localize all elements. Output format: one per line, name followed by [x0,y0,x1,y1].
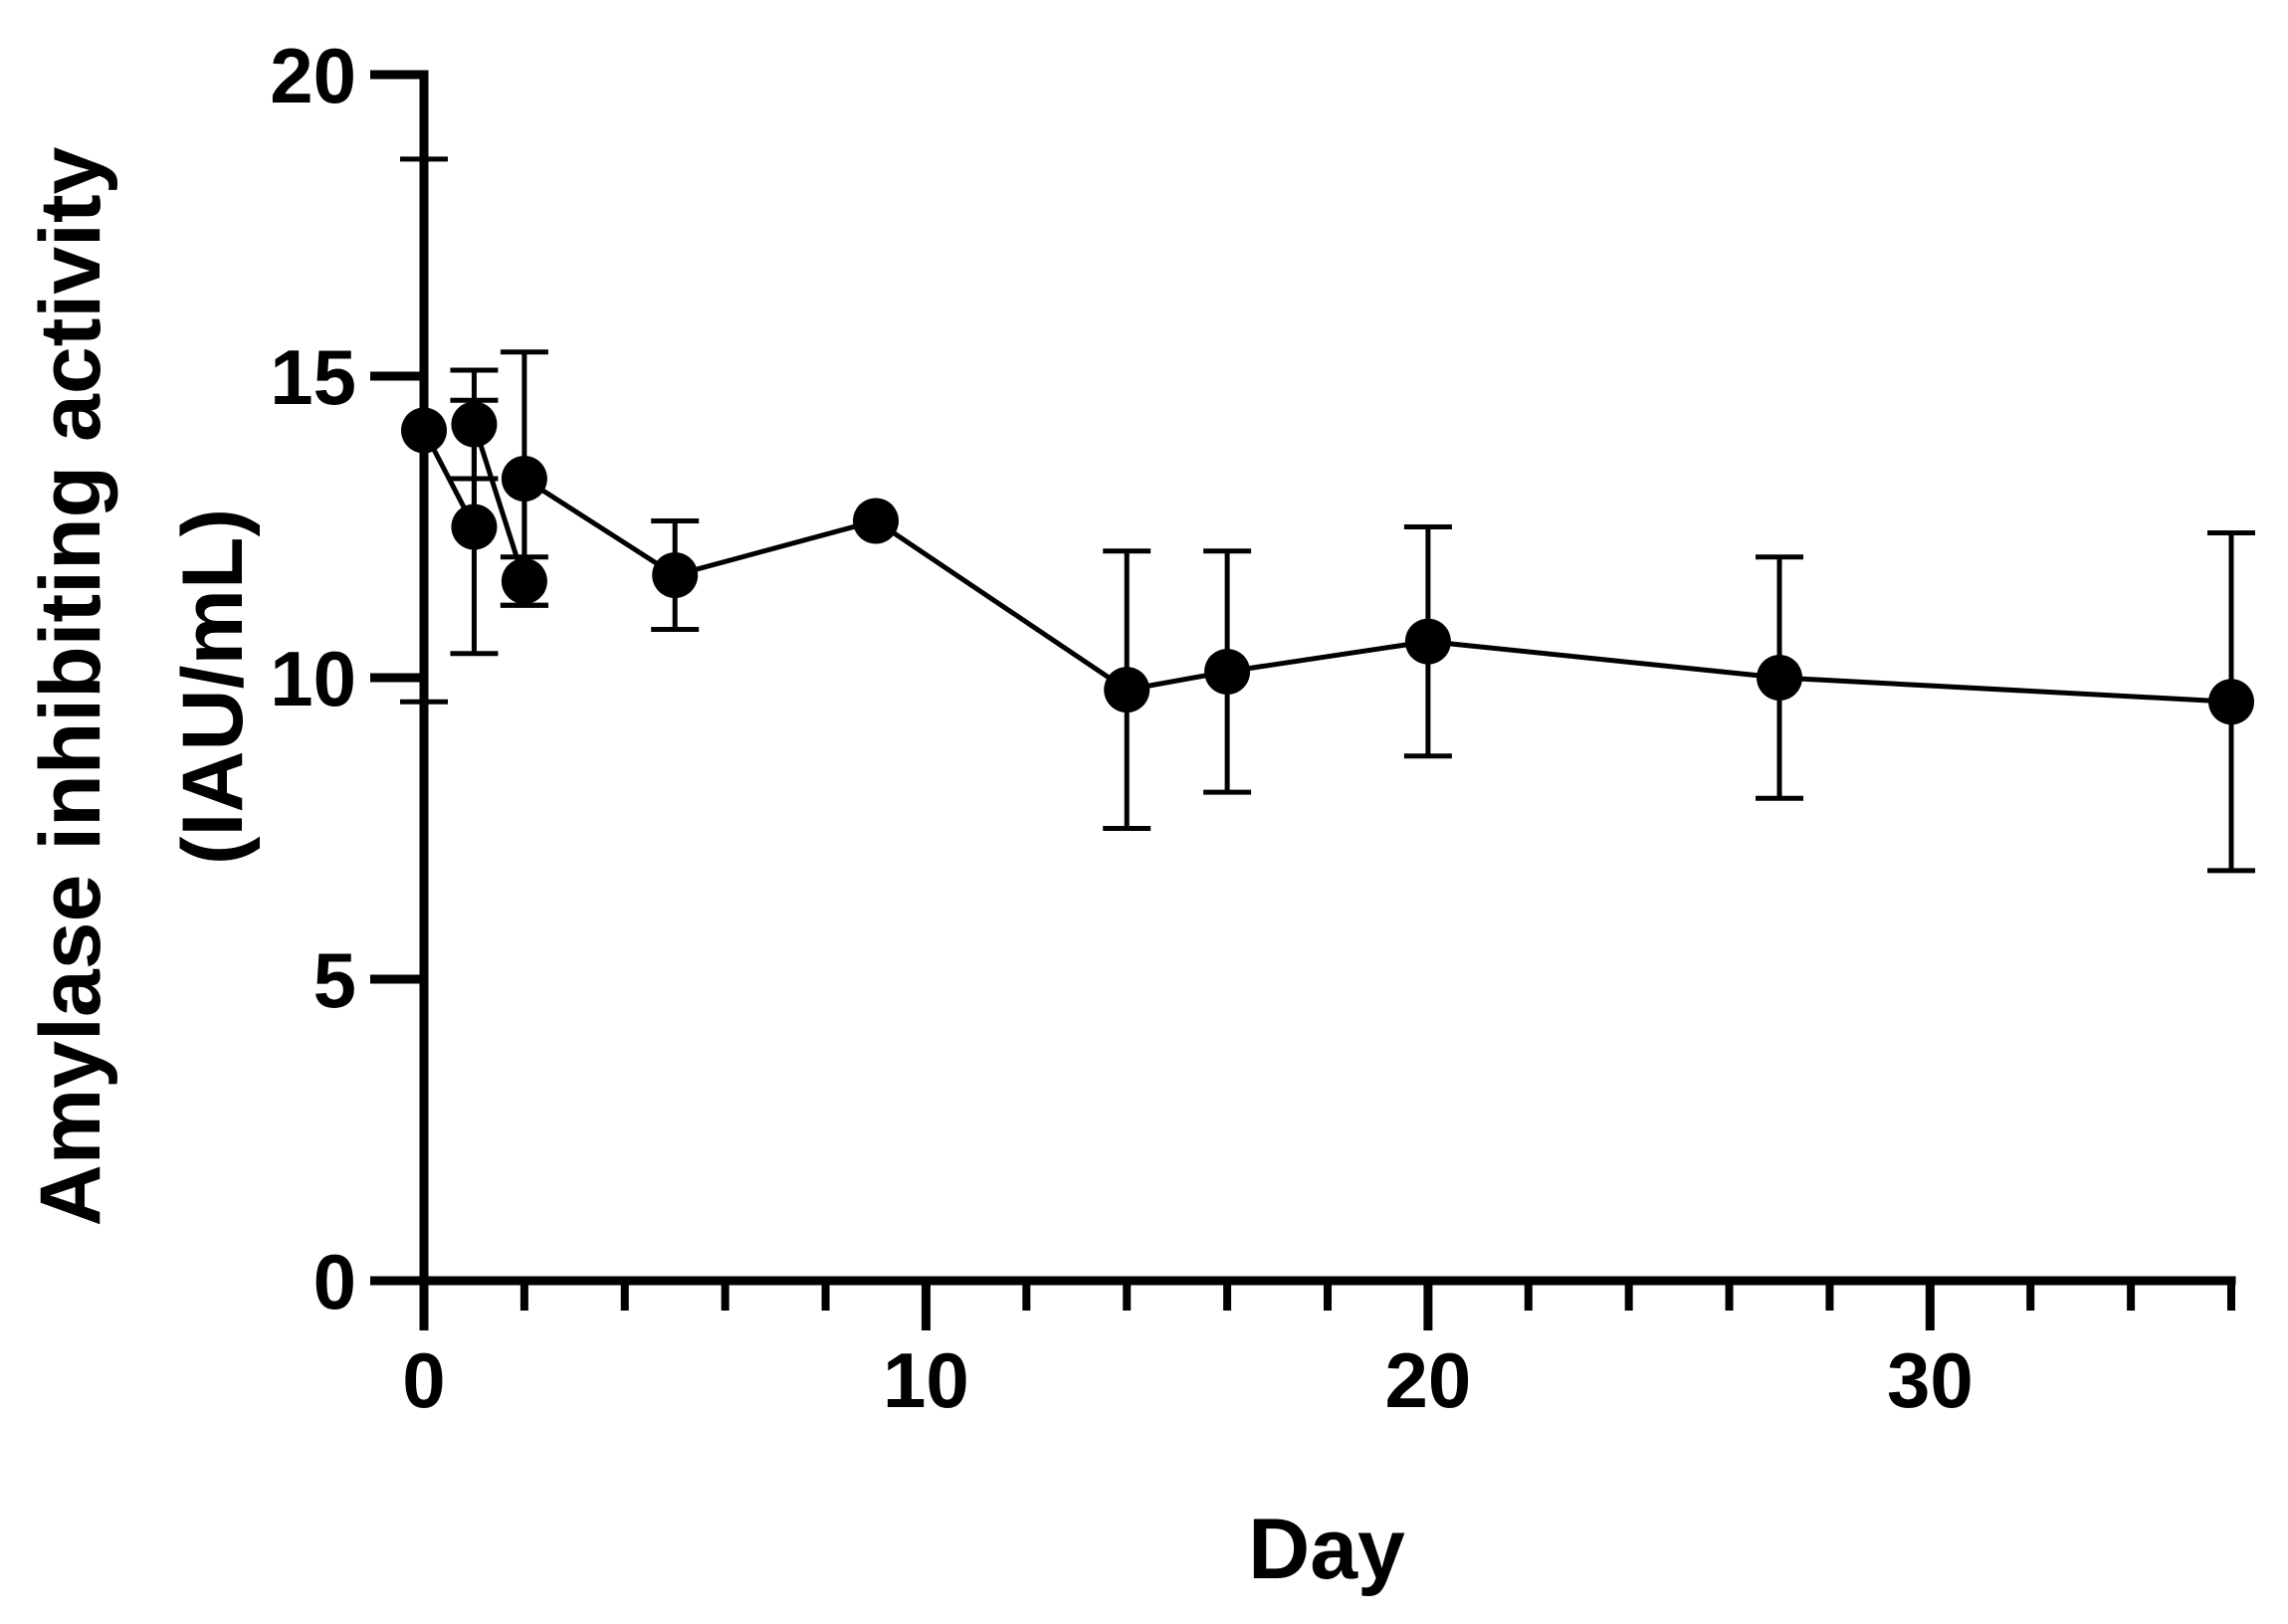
x-tick-label: 10 [883,1336,969,1424]
y-axis-title-line1: Amylase inhibiting activity [23,146,118,1226]
data-point [853,498,899,544]
data-point [501,456,547,503]
series-layer [400,156,2255,874]
data-point [1104,667,1150,713]
x-tick-label: 30 [1887,1336,1974,1424]
data-point [2208,679,2254,725]
data-point [1404,618,1451,665]
data-point [451,401,498,448]
y-tick-label: 15 [270,333,356,421]
y-tick-label: 20 [270,32,356,119]
series-line [421,422,2232,705]
x-axis-title: Day [1248,1502,1405,1597]
data-point [451,504,498,550]
data-point [401,407,447,454]
y-tick-label: 5 [313,936,356,1024]
data-point [1204,648,1251,695]
axes-layer [419,70,2236,1286]
x-tick-label: 0 [402,1336,445,1424]
data-point [1757,655,1802,701]
x-tick-label: 20 [1385,1336,1472,1424]
data-point [652,551,699,598]
data-point [501,558,547,605]
ticks-layer: 0 5 10 15 20 0 10 20 30 [270,32,2235,1424]
y-tick-label: 0 [313,1238,356,1325]
y-axis-title-line2: (IAU/mL) [165,508,261,865]
y-tick-label: 10 [270,635,356,722]
